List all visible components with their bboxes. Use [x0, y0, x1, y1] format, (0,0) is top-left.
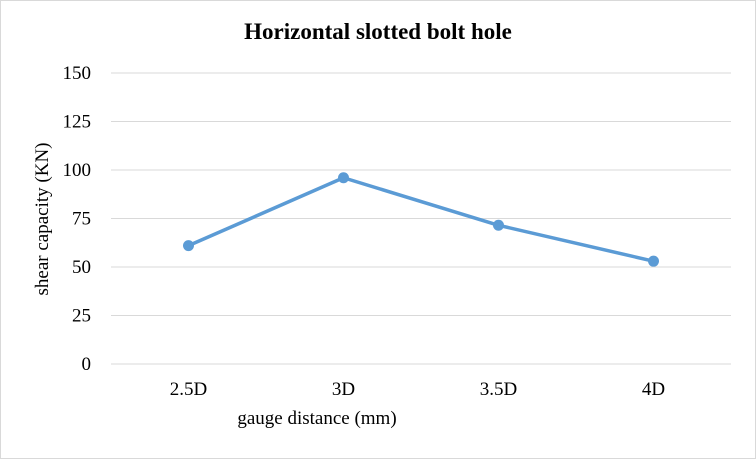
series-line	[186, 176, 656, 263]
y-tick-labels: 0 25 50 75 100 125 150	[63, 63, 92, 375]
data-point	[648, 255, 659, 267]
data-point	[338, 172, 349, 184]
chart-title: Horizontal slotted bolt hole	[244, 19, 512, 44]
x-tick-label: 4D	[642, 379, 665, 400]
x-axis-label: gauge distance (mm)	[237, 408, 396, 429]
y-tick-label: 50	[72, 257, 91, 278]
y-axis-label: shear capacity (KN)	[32, 143, 53, 296]
y-tick-label: 25	[72, 306, 91, 327]
y-tick-label: 75	[72, 209, 91, 230]
x-tick-label: 3.5D	[480, 379, 517, 400]
data-point	[183, 240, 194, 252]
y-tick-label: 125	[63, 112, 92, 133]
gridlines	[111, 72, 731, 365]
y-tick-label: 100	[63, 160, 92, 181]
x-tick-labels: 2.5D 3D 3.5D 4D	[170, 379, 665, 400]
x-tick-label: 2.5D	[170, 379, 207, 400]
y-tick-label: 150	[63, 63, 92, 84]
series-layer	[183, 172, 659, 267]
y-tick-label: 0	[82, 354, 92, 375]
data-point	[493, 219, 504, 231]
x-tick-label: 3D	[332, 379, 355, 400]
